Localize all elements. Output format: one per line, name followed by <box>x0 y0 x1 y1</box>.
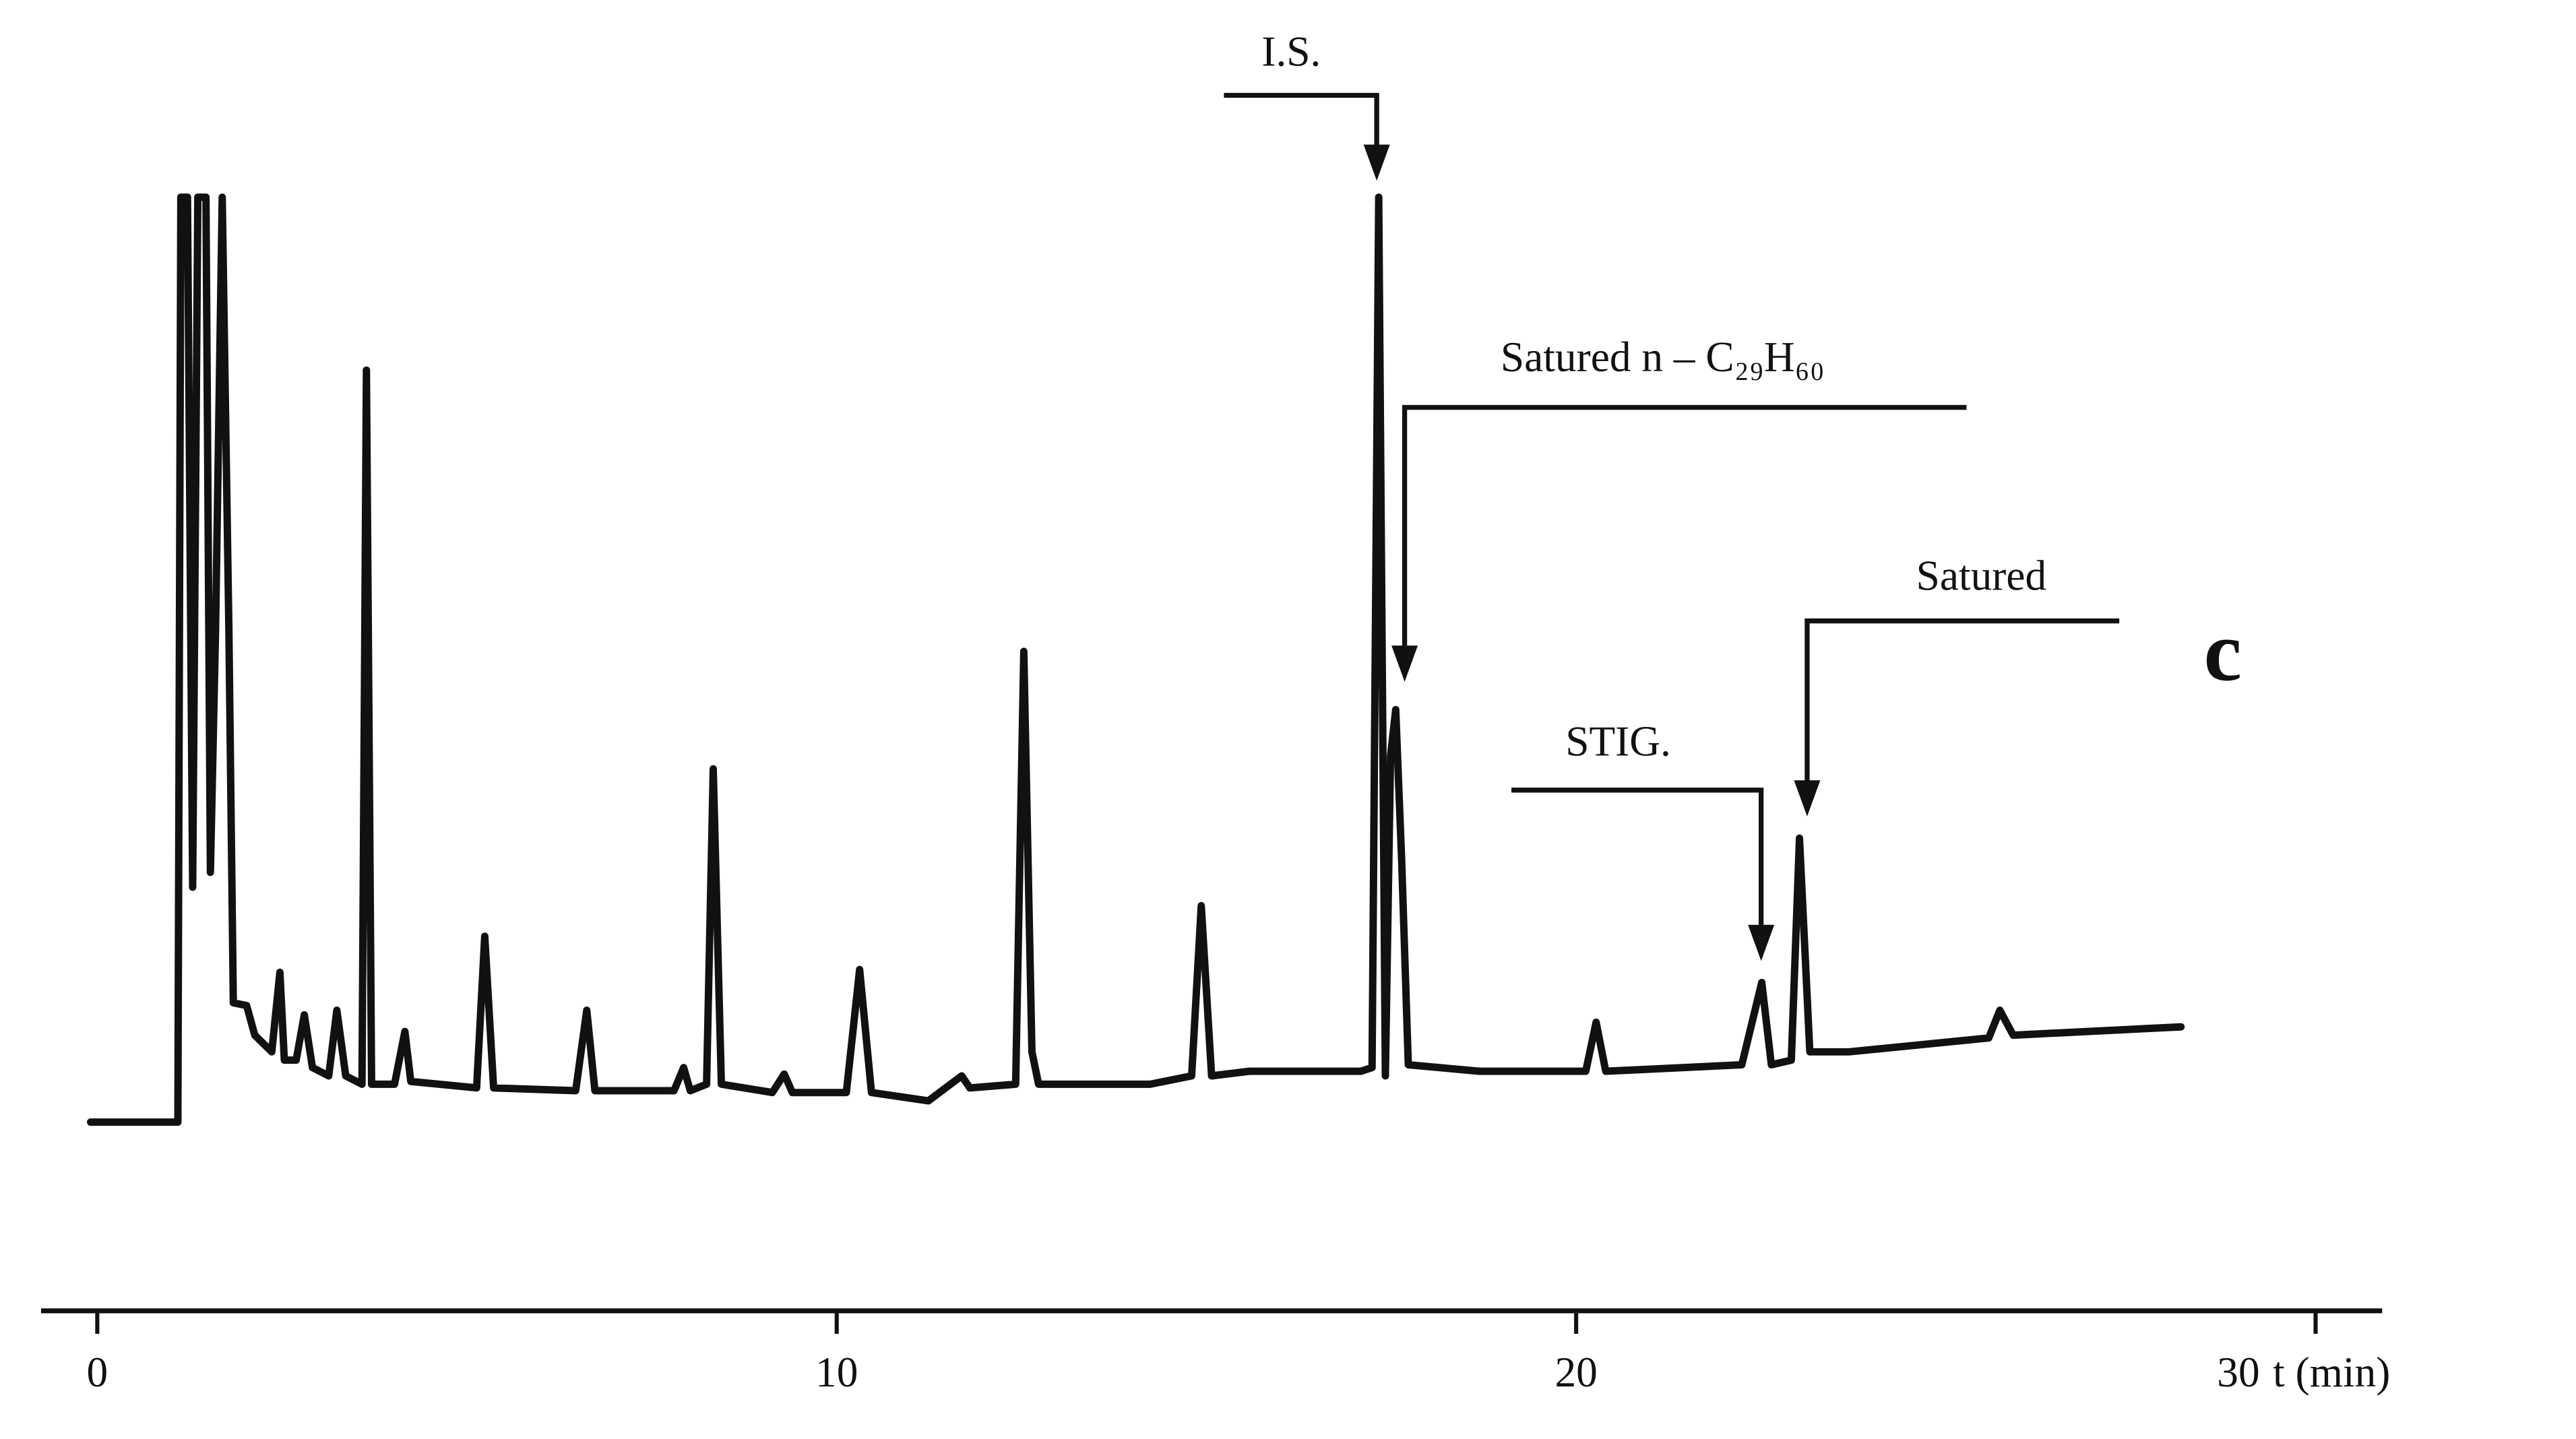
x-tick-label: 0 <box>87 1349 108 1396</box>
annotation-label: Satured n – C₂₉H₆₀ <box>1501 333 1825 381</box>
x-tick-label: 30 <box>2217 1349 2259 1396</box>
leader-line <box>1224 92 1379 164</box>
arrowhead <box>1748 924 1775 961</box>
annotation-label: I.S. <box>1261 28 1321 75</box>
panel-letter: c <box>2204 604 2242 699</box>
arrowhead <box>1794 780 1821 817</box>
x-axis-label: t (min) <box>2273 1349 2390 1396</box>
leader-line <box>1511 788 1764 945</box>
arrowhead <box>1391 645 1418 682</box>
x-tick-label: 20 <box>1554 1349 1597 1396</box>
trace <box>87 193 2185 1126</box>
leader-line <box>1804 618 2120 800</box>
arrowhead <box>1363 144 1390 181</box>
annotations: I.S. Satured n – C₂₉H₆₀ Satured STIG. c <box>1224 28 2242 961</box>
annotation-label: Satured <box>1916 552 2047 599</box>
annotation-label: STIG. <box>1565 718 1671 765</box>
x-tick-label: 10 <box>815 1349 858 1396</box>
leader-line <box>1402 405 1967 666</box>
